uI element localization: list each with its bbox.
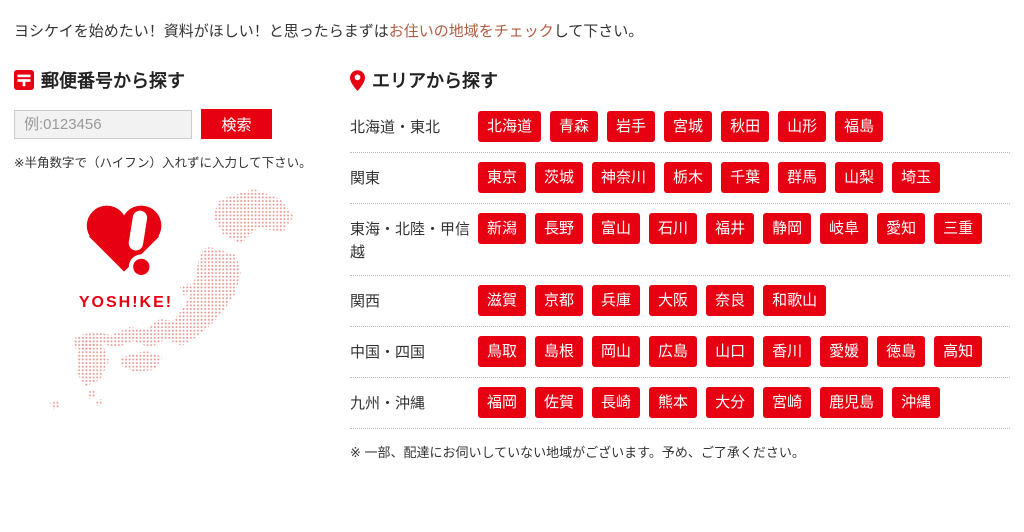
region-prefecture-buttons: 鳥取 島根 岡山 広島 山口 香川 愛媛 徳島 高知: [478, 335, 1010, 367]
postal-form: 検索: [14, 109, 338, 139]
prefecture-button[interactable]: 静岡: [763, 213, 812, 244]
region-label: 中国・四国: [350, 343, 426, 361]
prefecture-button[interactable]: 長崎: [592, 386, 641, 418]
prefecture-button[interactable]: 福岡: [478, 386, 527, 418]
prefecture-button[interactable]: 千葉: [721, 162, 770, 193]
intro-prefix: ヨシケイを始めたい！資料がほしい！と思ったらまずは: [14, 23, 389, 40]
prefecture-button[interactable]: 広島: [649, 335, 698, 367]
postal-mark-icon: [14, 70, 34, 90]
prefecture-button[interactable]: 京都: [535, 284, 584, 316]
prefecture-button[interactable]: 三重: [934, 213, 983, 244]
intro-highlight: お住いの地域をチェック: [388, 23, 554, 40]
prefecture-button[interactable]: 熊本: [649, 386, 698, 418]
prefecture-button[interactable]: 福島: [835, 111, 884, 142]
brand-area: YOSH!KE!: [14, 189, 338, 447]
prefecture-button[interactable]: 兵庫: [592, 284, 641, 316]
postal-code-input[interactable]: [14, 109, 192, 139]
area-section-title: エリアから探す: [372, 71, 498, 91]
prefecture-button[interactable]: 山梨: [835, 162, 884, 193]
area-note: ※ 一部、配達にお伺いしていない地域がございます。予め、ご了承ください。: [350, 444, 805, 460]
region-row: 関西 滋賀 京都 兵庫 大阪 奈良 和歌山: [350, 276, 1010, 327]
intro-suffix: して下さい。: [553, 23, 644, 40]
prefecture-button[interactable]: 愛知: [877, 213, 926, 244]
prefecture-button[interactable]: 岩手: [607, 111, 656, 142]
postal-input-note: ※半角数字で（ハイフン）入れずに入力して下さい。: [14, 156, 312, 170]
region-label: 関西: [350, 292, 381, 310]
prefecture-button[interactable]: 石川: [649, 213, 698, 244]
intro-text: ヨシケイを始めたい！資料がほしい！と思ったらまずはお住いの地域をチェックして下さ…: [0, 0, 1024, 52]
region-row: 北海道・東北 北海道 青森 岩手 宮城 秋田 山形 福島: [350, 102, 1010, 153]
yoshikei-heart-icon: [86, 205, 162, 280]
prefecture-button[interactable]: 大阪: [649, 284, 698, 316]
region-label: 関東: [350, 170, 381, 187]
region-row: 東海・北陸・甲信越 新潟 長野 富山 石川 福井 静岡 岐阜 愛知 三重: [350, 204, 1010, 276]
postal-search-section: 郵便番号から探す 検索 ※半角数字で（ハイフン）入れずに入力して下さい。: [14, 52, 338, 461]
prefecture-button[interactable]: 宮崎: [763, 386, 812, 418]
yoshikei-logo: YOSH!KE!: [66, 197, 186, 312]
prefecture-button[interactable]: 岡山: [592, 335, 641, 367]
prefecture-button[interactable]: 東京: [478, 162, 527, 193]
japan-map: [50, 189, 294, 410]
prefecture-button[interactable]: 青森: [550, 111, 599, 142]
prefecture-button[interactable]: 高知: [934, 335, 983, 367]
region-prefecture-buttons: 東京 茨城 神奈川 栃木 千葉 群馬 山梨 埼玉: [478, 162, 1010, 193]
prefecture-button[interactable]: 宮城: [664, 111, 713, 142]
postal-section-header: 郵便番号から探す: [14, 68, 338, 92]
prefecture-button[interactable]: 鳥取: [478, 335, 527, 367]
prefecture-button[interactable]: 富山: [592, 213, 641, 244]
prefecture-button[interactable]: 奈良: [706, 284, 755, 316]
prefecture-button[interactable]: 島根: [535, 335, 584, 367]
page: ヨシケイを始めたい！資料がほしい！と思ったらまずはお住いの地域をチェックして下さ…: [0, 0, 1024, 461]
yoshikei-logo-text: YOSH!KE!: [78, 294, 174, 311]
prefecture-button[interactable]: 徳島: [877, 335, 926, 367]
prefecture-button[interactable]: 佐賀: [535, 386, 584, 418]
area-search-section: エリアから探す 北海道・東北 北海道 青森 岩手 宮城 秋田 山形 福島関東 東京 茨城 神奈川 栃木…: [350, 52, 1010, 461]
prefecture-button[interactable]: 神奈川: [592, 162, 656, 193]
prefecture-button[interactable]: 山形: [778, 111, 827, 142]
prefecture-button[interactable]: 沖縄: [892, 386, 941, 418]
search-button[interactable]: 検索: [201, 109, 272, 139]
prefecture-button[interactable]: 岐阜: [820, 213, 869, 244]
prefecture-button[interactable]: 香川: [763, 335, 812, 367]
prefecture-button[interactable]: 山口: [706, 335, 755, 367]
region-row: 中国・四国 鳥取 島根 岡山 広島 山口 香川 愛媛 徳島 高知: [350, 327, 1010, 378]
region-prefecture-buttons: 福岡 佐賀 長崎 熊本 大分 宮崎 鹿児島 沖縄: [478, 386, 1010, 418]
main-content: 郵便番号から探す 検索 ※半角数字で（ハイフン）入れずに入力して下さい。: [0, 52, 1024, 461]
region-prefecture-buttons: 滋賀 京都 兵庫 大阪 奈良 和歌山: [478, 284, 1010, 316]
prefecture-button[interactable]: 群馬: [778, 162, 827, 193]
prefecture-button[interactable]: 滋賀: [478, 284, 527, 316]
region-prefecture-buttons: 新潟 長野 富山 石川 福井 静岡 岐阜 愛知 三重: [478, 213, 1010, 244]
prefecture-button[interactable]: 愛媛: [820, 335, 869, 367]
prefecture-button[interactable]: 大分: [706, 386, 755, 418]
prefecture-button[interactable]: 新潟: [478, 213, 527, 244]
region-label: 東海・北陸・甲信越: [350, 221, 471, 262]
prefecture-button[interactable]: 和歌山: [763, 284, 827, 316]
region-list: 北海道・東北 北海道 青森 岩手 宮城 秋田 山形 福島関東 東京 茨城 神奈川 栃木 千葉 群馬 山梨 埼玉…: [350, 102, 1010, 429]
region-label: 九州・沖縄: [350, 394, 426, 412]
prefecture-button[interactable]: 栃木: [664, 162, 713, 193]
region-prefecture-buttons: 北海道 青森 岩手 宮城 秋田 山形 福島: [478, 111, 1010, 142]
prefecture-button[interactable]: 北海道: [478, 111, 542, 142]
map-pin-icon: [350, 69, 365, 91]
prefecture-button[interactable]: 茨城: [535, 162, 584, 193]
prefecture-button[interactable]: 福井: [706, 213, 755, 244]
prefecture-button[interactable]: 埼玉: [892, 162, 941, 193]
area-section-header: エリアから探す: [350, 68, 1010, 92]
prefecture-button[interactable]: 鹿児島: [820, 386, 884, 418]
prefecture-button[interactable]: 長野: [535, 213, 584, 244]
region-label: 北海道・東北: [350, 119, 441, 136]
prefecture-button[interactable]: 秋田: [721, 111, 770, 142]
postal-section-title: 郵便番号から探す: [41, 71, 185, 91]
region-row: 九州・沖縄 福岡 佐賀 長崎 熊本 大分 宮崎 鹿児島 沖縄: [350, 378, 1010, 429]
region-row: 関東 東京 茨城 神奈川 栃木 千葉 群馬 山梨 埼玉: [350, 153, 1010, 204]
